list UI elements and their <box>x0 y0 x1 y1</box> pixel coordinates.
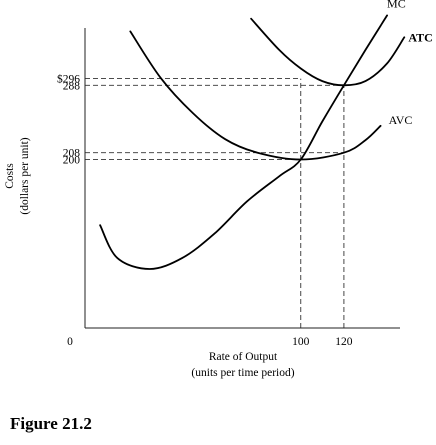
x-tick-label-100: 100 <box>292 336 310 348</box>
curve-labels: MC ATC AVC <box>387 0 433 127</box>
y-tick-label-200: 200 <box>63 154 81 166</box>
y-tick-label-296: $296 <box>57 73 80 86</box>
x-axis-title-line-2: (units per time period) <box>191 367 294 379</box>
atc-curve <box>250 17 406 87</box>
axes <box>84 28 400 329</box>
atc-label: ATC <box>408 30 432 44</box>
avc-label: AVC <box>389 113 413 127</box>
guide-lines <box>85 78 345 328</box>
origin-label: 0 <box>67 336 73 348</box>
figure-caption: Figure 21.2 <box>10 414 92 433</box>
mc-label: MC <box>387 0 406 10</box>
y-tick-label-208: 208 <box>63 148 81 160</box>
avc-curve <box>129 30 382 161</box>
y-tick-label-288: 288 <box>63 80 81 92</box>
curves <box>99 14 406 270</box>
x-axis-title-line-1: Rate of Output <box>209 351 278 363</box>
y-axis-title-line-1: Costs <box>4 163 16 189</box>
mc-curve <box>99 14 388 270</box>
x-tick-label-120: 120 <box>335 336 353 348</box>
y-axis-title-line-2: (dollars per unit) <box>19 137 31 214</box>
